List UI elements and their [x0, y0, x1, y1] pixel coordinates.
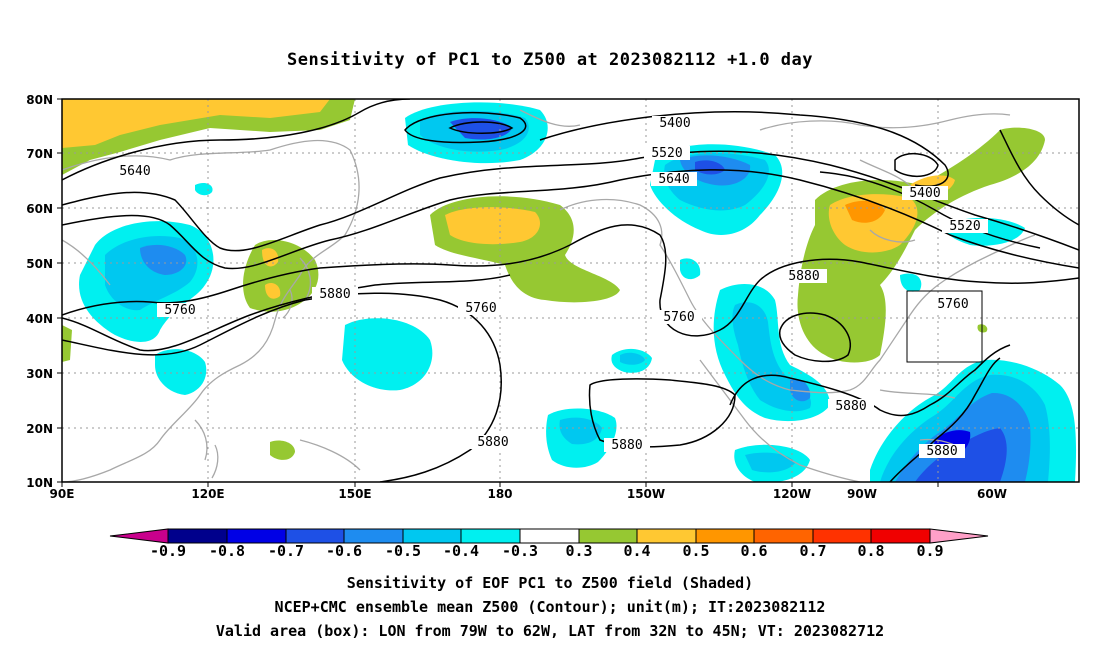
contour-label: 5640 [658, 172, 689, 187]
lon-label: 90W [847, 487, 877, 501]
lon-label: 150W [627, 487, 665, 501]
colorbar-swatch [460, 528, 521, 544]
lat-label: 10N [26, 476, 53, 490]
colorbar-label: -0.5 [384, 542, 422, 560]
contour-label: 5880 [835, 399, 866, 414]
contour-label: 5520 [651, 146, 682, 161]
colorbar-label: -0.8 [208, 542, 246, 560]
caption-line-2: NCEP+CMC ensemble mean Z500 (Contour); u… [274, 598, 826, 616]
contour-label: 5880 [319, 287, 350, 302]
contour-label: 5880 [611, 438, 642, 453]
lat-label: 50N [26, 257, 53, 271]
grid-lines [62, 99, 1079, 482]
ticks [57, 98, 939, 487]
contour-label: 5400 [909, 186, 940, 201]
colorbar-swatch [578, 528, 638, 544]
colorbar-low-triangle [109, 528, 169, 544]
colorbar-swatch [695, 528, 755, 544]
colorbar-label: -0.7 [267, 542, 305, 560]
contour-label: 5640 [119, 164, 150, 179]
contour-label: 5760 [465, 301, 496, 316]
lon-label: 120E [191, 487, 224, 501]
lat-label: 70N [26, 147, 53, 161]
lon-label: 120W [773, 487, 811, 501]
colorbar-swatch [519, 528, 580, 544]
colorbar-swatch [226, 528, 287, 544]
colorbar-label: 0.3 [565, 542, 593, 560]
lon-label: 180 [487, 487, 512, 501]
contour-label: 5400 [659, 116, 690, 131]
colorbar-label: 0.4 [623, 542, 651, 560]
colorbar-swatch [167, 528, 228, 544]
colorbar-swatch [753, 528, 814, 544]
colorbar-swatch [343, 528, 404, 544]
contour-labels: 5400 5400 5520 5520 5640 5640 5760 5760 … [112, 116, 988, 459]
caption-line-3: Valid area (box): LON from 79W to 62W, L… [215, 622, 885, 640]
colorbar-swatch [636, 528, 697, 544]
colorbar-label: -0.4 [442, 542, 480, 560]
chart-title: Sensitivity of PC1 to Z500 at 2023082112… [286, 50, 813, 70]
lat-label: 30N [26, 367, 53, 381]
lat-label: 60N [26, 202, 53, 216]
contour-label: 5760 [663, 310, 694, 325]
colorbar-label: 0.9 [916, 542, 944, 560]
contour-label: 5760 [937, 297, 968, 312]
lon-label: 150E [338, 487, 371, 501]
contour-label: 5880 [926, 444, 957, 459]
colorbar-label: -0.9 [149, 542, 187, 560]
colorbar-label: 0.6 [740, 542, 768, 560]
lat-label: 40N [26, 312, 53, 326]
plot-frame [61, 98, 1080, 483]
contour-label: 5880 [477, 435, 508, 450]
colorbar-label: -0.3 [501, 542, 539, 560]
colorbar-swatch [870, 528, 931, 544]
colorbar-swatch [812, 528, 872, 544]
valid-area-box [906, 290, 983, 363]
colorbar-swatch [402, 528, 462, 544]
contour-label: 5880 [788, 269, 819, 284]
contour-label: 5760 [164, 303, 195, 318]
lon-label: 90E [50, 487, 75, 501]
colorbar-label: 0.8 [857, 542, 885, 560]
colorbar [109, 528, 989, 544]
lat-label: 20N [26, 422, 53, 436]
colorbar-high-triangle [929, 528, 989, 544]
lat-label: 80N [26, 93, 53, 107]
contour-label: 5520 [949, 219, 980, 234]
colorbar-label: -0.6 [325, 542, 363, 560]
lon-label: 60W [977, 487, 1007, 501]
caption-line-1: Sensitivity of EOF PC1 to Z500 field (Sh… [346, 574, 754, 592]
colorbar-label: 0.5 [682, 542, 710, 560]
colorbar-label: 0.7 [799, 542, 827, 560]
colorbar-swatch [285, 528, 345, 544]
